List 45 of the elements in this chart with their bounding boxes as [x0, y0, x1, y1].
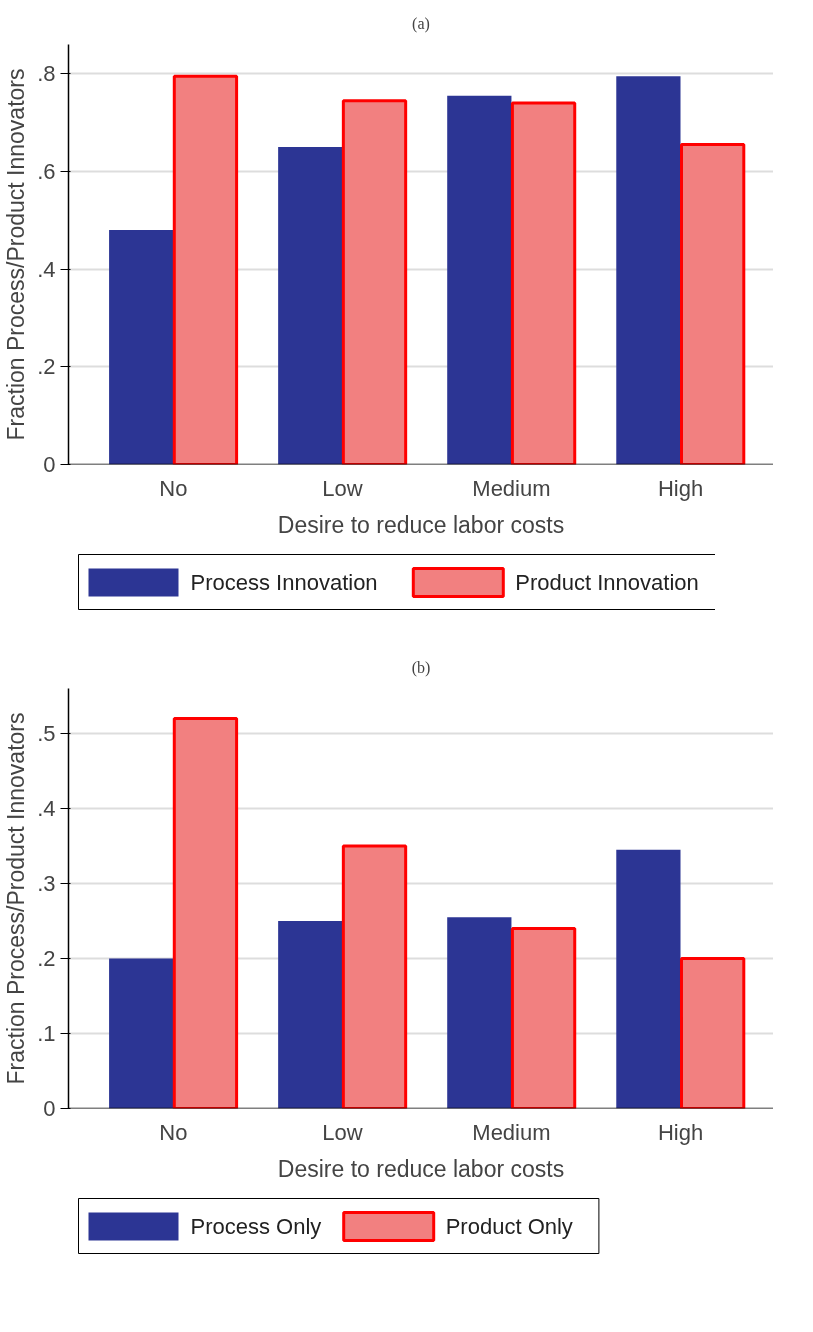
y-tick-label: 0 [43, 452, 56, 477]
bar [341, 99, 408, 465]
bar [172, 717, 239, 1109]
x-tick-label: High [657, 475, 704, 501]
legend-label: Process Innovation [190, 570, 378, 595]
y-tick-label: .3 [37, 871, 56, 896]
bar [109, 230, 174, 465]
y-tick-label: .6 [37, 158, 56, 184]
y-tick-label: .2 [37, 354, 56, 380]
x-tick-label: No [159, 1119, 188, 1145]
y-tick-label: .8 [37, 61, 56, 87]
bar [447, 917, 512, 1109]
y-tick-label: .4 [37, 796, 56, 821]
x-tick-label: Medium [472, 1119, 551, 1145]
bar [510, 927, 577, 1109]
x-axis-title: Desire to reduce labor costs [277, 1155, 565, 1182]
x-tick-label: High [657, 1119, 704, 1145]
bar [679, 143, 746, 465]
y-axis-title: Fraction Process/Product Innovators [3, 68, 30, 441]
bar [172, 74, 239, 465]
bar [278, 921, 343, 1109]
y-tick-label: .2 [37, 946, 56, 971]
chart-title: (a) [412, 15, 430, 33]
legend-label: Product Innovation [515, 570, 699, 595]
bar [679, 957, 746, 1109]
x-tick-label: Medium [472, 475, 551, 501]
bar [109, 958, 174, 1109]
y-tick-label: .4 [37, 256, 56, 282]
chart-title: (b) [411, 659, 431, 677]
x-tick-label: Low [322, 1119, 363, 1145]
bar [341, 844, 408, 1109]
bar [510, 101, 577, 465]
legend-label: Process Only [190, 1214, 322, 1239]
x-tick-label: Low [322, 475, 363, 501]
x-axis-title: Desire to reduce labor costs [277, 511, 565, 538]
bar [616, 849, 681, 1109]
x-tick-label: No [159, 475, 188, 501]
y-axis-title: Fraction Process/Product Innovators [3, 712, 30, 1085]
y-tick-label: 0 [43, 1096, 56, 1121]
bar [278, 147, 343, 465]
y-tick-label: .5 [37, 721, 56, 746]
bar [447, 95, 512, 465]
y-tick-label: .1 [37, 1021, 56, 1046]
bar [616, 76, 681, 465]
legend-label: Product Only [445, 1214, 573, 1239]
